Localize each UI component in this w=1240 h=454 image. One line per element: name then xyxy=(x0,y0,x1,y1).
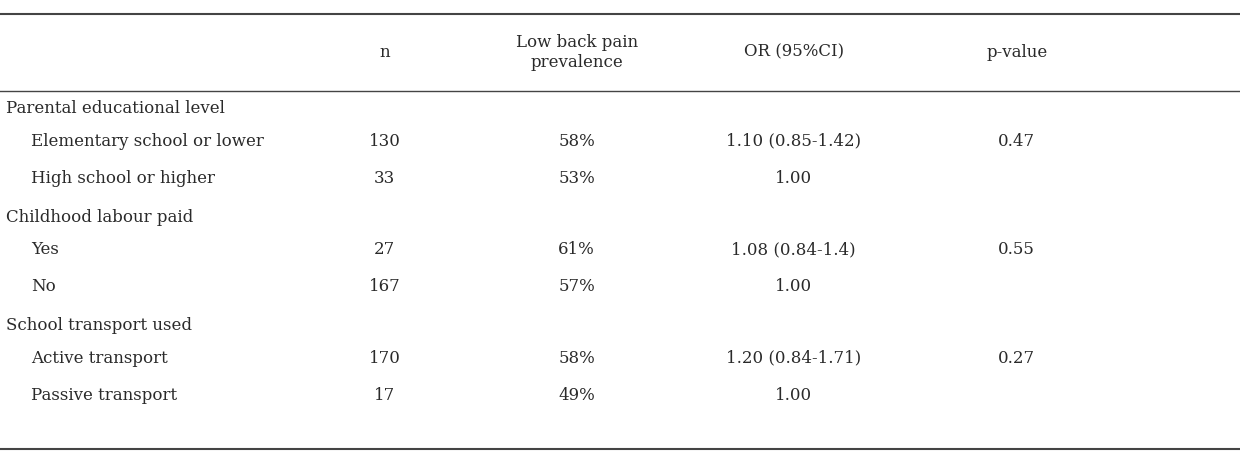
Text: n: n xyxy=(379,44,389,61)
Text: High school or higher: High school or higher xyxy=(31,170,215,187)
Text: 17: 17 xyxy=(373,387,396,404)
Text: Yes: Yes xyxy=(31,241,58,258)
Text: 0.27: 0.27 xyxy=(998,350,1035,367)
Text: 1.20 (0.84-1.71): 1.20 (0.84-1.71) xyxy=(725,350,862,367)
Text: 33: 33 xyxy=(373,170,396,187)
Text: Passive transport: Passive transport xyxy=(31,387,177,404)
Text: No: No xyxy=(31,278,56,296)
Text: Low back pain
prevalence: Low back pain prevalence xyxy=(516,34,637,70)
Text: 53%: 53% xyxy=(558,170,595,187)
Text: 1.08 (0.84-1.4): 1.08 (0.84-1.4) xyxy=(732,241,856,258)
Text: 130: 130 xyxy=(368,133,401,150)
Text: 1.00: 1.00 xyxy=(775,387,812,404)
Text: 58%: 58% xyxy=(558,350,595,367)
Text: 27: 27 xyxy=(373,241,396,258)
Text: Parental educational level: Parental educational level xyxy=(6,100,226,118)
Text: School transport used: School transport used xyxy=(6,317,192,335)
Text: 0.55: 0.55 xyxy=(998,241,1035,258)
Text: 167: 167 xyxy=(368,278,401,296)
Text: Active transport: Active transport xyxy=(31,350,167,367)
Text: p-value: p-value xyxy=(986,44,1048,61)
Text: 1.00: 1.00 xyxy=(775,170,812,187)
Text: Childhood labour paid: Childhood labour paid xyxy=(6,209,193,226)
Text: 49%: 49% xyxy=(558,387,595,404)
Text: 1.00: 1.00 xyxy=(775,278,812,296)
Text: 0.47: 0.47 xyxy=(998,133,1035,150)
Text: 57%: 57% xyxy=(558,278,595,296)
Text: 58%: 58% xyxy=(558,133,595,150)
Text: 1.10 (0.85-1.42): 1.10 (0.85-1.42) xyxy=(727,133,861,150)
Text: OR (95%CI): OR (95%CI) xyxy=(744,44,843,61)
Text: 61%: 61% xyxy=(558,241,595,258)
Text: 170: 170 xyxy=(368,350,401,367)
Text: Elementary school or lower: Elementary school or lower xyxy=(31,133,264,150)
